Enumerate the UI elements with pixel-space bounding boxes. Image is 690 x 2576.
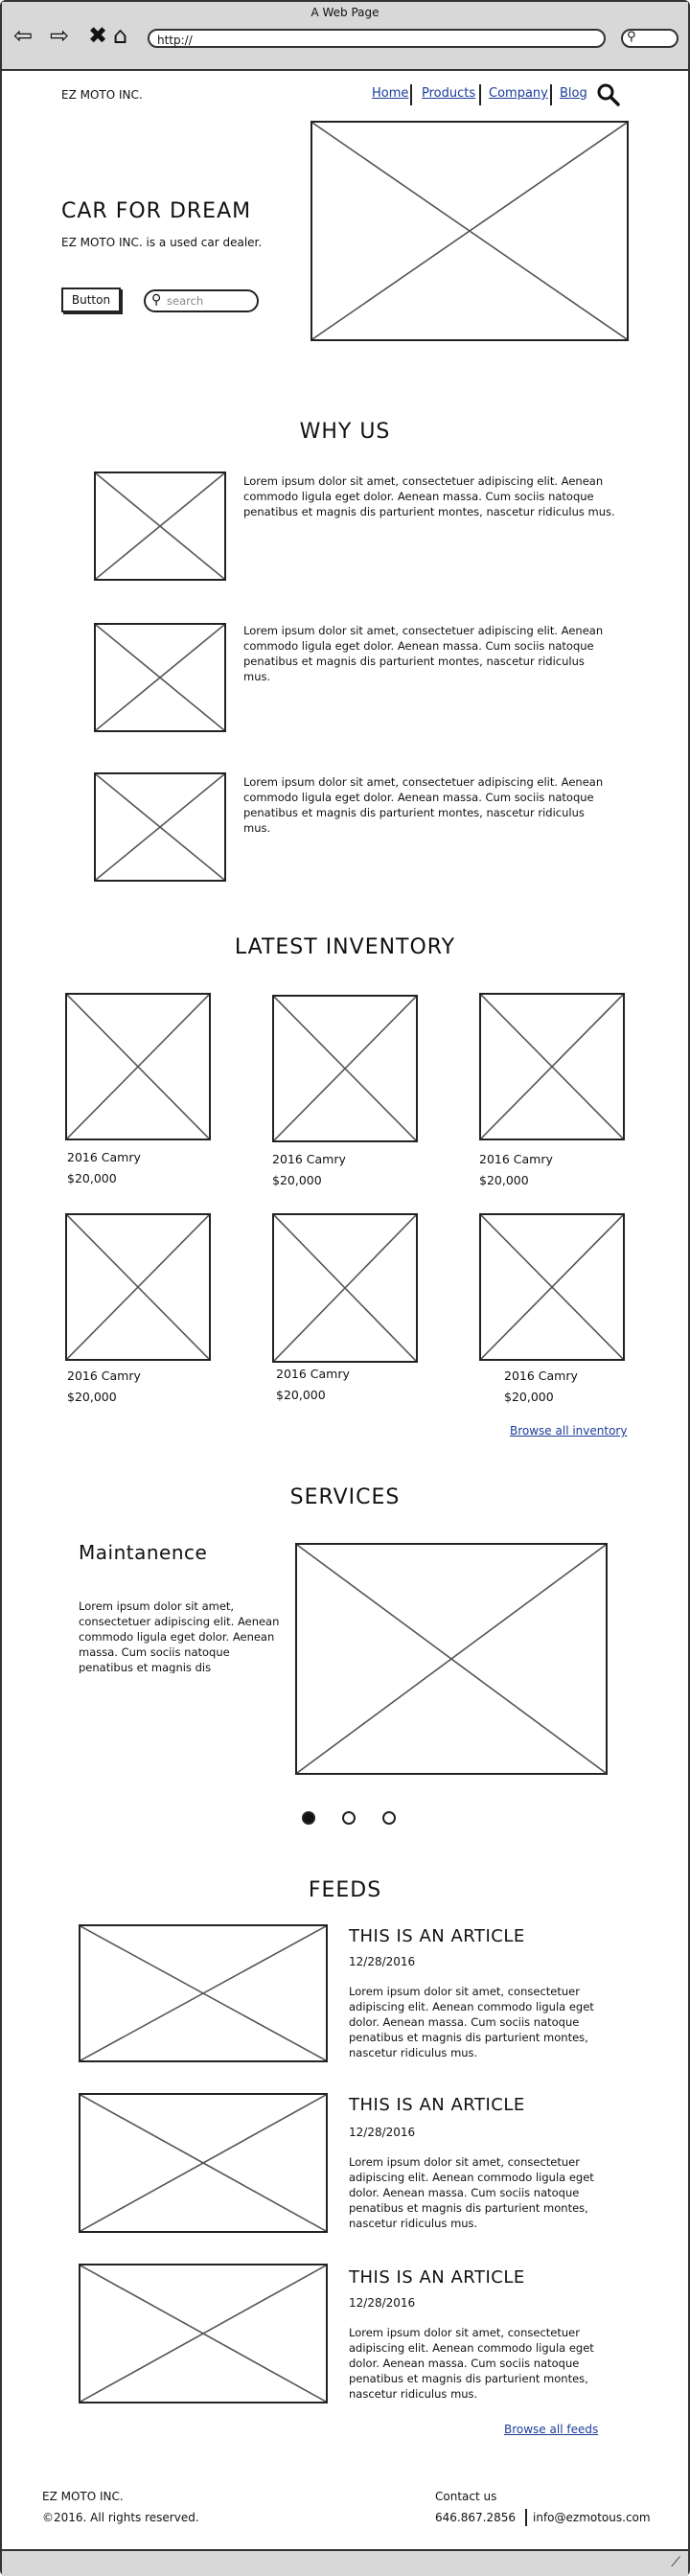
footer-company: EZ MOTO INC.: [42, 2490, 124, 2503]
home-icon[interactable]: ⌂: [113, 22, 128, 49]
feature-image-placeholder: [94, 472, 226, 581]
article-text: Lorem ipsum dolor sit amet, consectetuer…: [349, 1985, 594, 2059]
feature-text: Lorem ipsum dolor sit amet, consectetuer…: [243, 775, 604, 835]
resize-grip-icon[interactable]: ⟋: [671, 2555, 680, 2570]
car-name: 2016 Camry: [67, 1368, 141, 1383]
article-date: 12/28/2016: [349, 1955, 416, 1968]
window-title: A Web Page: [310, 6, 380, 19]
car-price: $20,000: [67, 1171, 117, 1185]
article-title[interactable]: THIS IS AN ARTICLE: [349, 2267, 525, 2288]
why-us-title: WHY US: [299, 420, 391, 444]
service-text: Lorem ipsum dolor sit amet, consectetuer…: [79, 1599, 280, 1673]
nav-divider: [410, 84, 412, 105]
search-icon: ⚲: [151, 292, 162, 308]
carousel-dot-3[interactable]: [382, 1811, 396, 1825]
article-text: Lorem ipsum dolor sit amet, consectetuer…: [349, 2326, 594, 2401]
car-name: 2016 Camry: [504, 1368, 578, 1383]
carousel-dot-2[interactable]: [342, 1811, 356, 1825]
article-date: 12/28/2016: [349, 2296, 416, 2310]
browse-feeds-link[interactable]: Browse all feeds: [504, 2423, 599, 2436]
services-title: SERVICES: [289, 1485, 401, 1509]
car-image-placeholder[interactable]: [272, 1213, 418, 1363]
feature-image-placeholder: [94, 772, 226, 882]
feature-image-placeholder: [94, 623, 226, 732]
nav-blog[interactable]: Blog: [560, 86, 587, 101]
car-image-placeholder[interactable]: [479, 1213, 625, 1361]
forward-arrow-icon[interactable]: ⇨: [50, 22, 70, 49]
article-title[interactable]: THIS IS AN ARTICLE: [349, 2095, 525, 2115]
feature-text: Lorem ipsum dolor sit amet, consectetuer…: [243, 624, 604, 683]
nav-home[interactable]: Home: [372, 86, 409, 101]
article-date: 12/28/2016: [349, 2126, 416, 2139]
article-image-placeholder[interactable]: [79, 2264, 328, 2404]
nav-company[interactable]: Company: [489, 86, 548, 101]
car-price: $20,000: [479, 1173, 529, 1187]
car-image-placeholder[interactable]: [272, 995, 418, 1142]
footer-copyright: ©2016. All rights reserved.: [42, 2511, 199, 2524]
search-icon[interactable]: [596, 82, 621, 107]
url-input[interactable]: http://: [148, 29, 606, 48]
browser-toolbar: A Web Page ⇦ ⇨ ✖ ⌂ http:// ⚲: [2, 2, 688, 71]
brand-logo[interactable]: EZ MOTO INC.: [61, 88, 143, 102]
footer-phone[interactable]: 646.867.2856: [435, 2511, 516, 2524]
hero-title: CAR FOR DREAM: [61, 199, 252, 223]
search-icon: ⚲: [627, 30, 636, 44]
car-price: $20,000: [504, 1390, 554, 1404]
feeds-title: FEEDS: [308, 1878, 382, 1902]
hero-search-input[interactable]: ⚲ search: [144, 289, 259, 312]
car-image-placeholder[interactable]: [65, 993, 211, 1140]
carousel-dot-1[interactable]: [302, 1811, 315, 1825]
nav-divider: [550, 84, 552, 105]
car-name: 2016 Camry: [272, 1152, 346, 1166]
hero-button[interactable]: Button: [61, 288, 121, 312]
article-image-placeholder[interactable]: [79, 1924, 328, 2062]
browser-status-bar: ⟋: [2, 2549, 688, 2576]
hero-image-placeholder: [310, 121, 629, 341]
car-name: 2016 Camry: [67, 1150, 141, 1164]
article-text: Lorem ipsum dolor sit amet, consectetuer…: [349, 2155, 594, 2230]
car-image-placeholder[interactable]: [65, 1213, 211, 1361]
car-price: $20,000: [67, 1390, 117, 1404]
car-name: 2016 Camry: [479, 1152, 553, 1166]
footer-contact-label: Contact us: [435, 2490, 497, 2503]
nav-products[interactable]: Products: [422, 86, 476, 101]
car-name: 2016 Camry: [276, 1367, 350, 1381]
feature-text: Lorem ipsum dolor sit amet, consectetuer…: [243, 474, 615, 518]
nav-divider: [479, 84, 481, 105]
browse-inventory-link[interactable]: Browse all inventory: [510, 1424, 628, 1438]
car-price: $20,000: [276, 1388, 326, 1402]
back-arrow-icon[interactable]: ⇦: [13, 22, 34, 49]
car-image-placeholder[interactable]: [479, 993, 625, 1140]
browser-search-field[interactable]: ⚲: [621, 29, 678, 48]
hero-subtitle: EZ MOTO INC. is a used car dealer.: [61, 236, 263, 249]
article-image-placeholder[interactable]: [79, 2093, 328, 2233]
car-price: $20,000: [272, 1173, 322, 1187]
service-heading: Maintanence: [79, 1541, 208, 1564]
footer-divider: [525, 2509, 527, 2526]
close-icon[interactable]: ✖: [88, 22, 108, 49]
search-placeholder: search: [167, 294, 204, 308]
footer-email[interactable]: info@ezmotous.com: [533, 2511, 651, 2524]
article-title[interactable]: THIS IS AN ARTICLE: [349, 1926, 525, 1946]
service-image-placeholder: [295, 1543, 608, 1775]
inventory-title: LATEST INVENTORY: [234, 935, 456, 959]
